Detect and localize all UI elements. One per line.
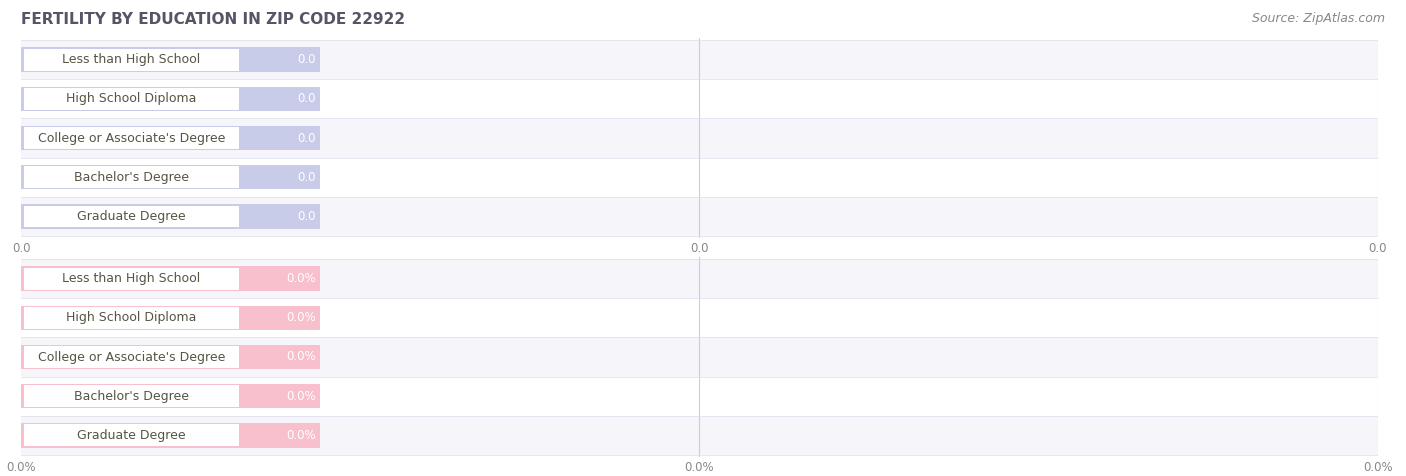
Text: 0.0: 0.0 <box>297 53 315 66</box>
Bar <box>21 158 1378 197</box>
Text: Graduate Degree: Graduate Degree <box>77 429 186 442</box>
Bar <box>24 385 239 407</box>
Text: 0.0%: 0.0% <box>285 311 315 324</box>
Bar <box>21 423 319 447</box>
Bar <box>21 267 319 291</box>
Text: 0.0: 0.0 <box>297 131 315 145</box>
Bar <box>21 40 1378 79</box>
Text: Bachelor's Degree: Bachelor's Degree <box>73 390 188 403</box>
Text: Graduate Degree: Graduate Degree <box>77 210 186 223</box>
Bar <box>21 119 1378 158</box>
Bar <box>21 306 319 330</box>
Text: Source: ZipAtlas.com: Source: ZipAtlas.com <box>1251 12 1385 25</box>
Bar <box>24 166 239 188</box>
Bar <box>24 268 239 289</box>
Bar <box>21 165 319 189</box>
Bar <box>21 384 319 408</box>
Text: College or Associate's Degree: College or Associate's Degree <box>38 350 225 364</box>
Bar <box>21 204 319 228</box>
Text: High School Diploma: High School Diploma <box>66 92 197 105</box>
Text: 0.0%: 0.0% <box>285 272 315 285</box>
Text: 0.0: 0.0 <box>297 171 315 184</box>
Text: Less than High School: Less than High School <box>62 53 201 66</box>
Bar <box>24 49 239 70</box>
Text: College or Associate's Degree: College or Associate's Degree <box>38 131 225 145</box>
Text: Less than High School: Less than High School <box>62 272 201 285</box>
Bar <box>24 307 239 329</box>
Bar <box>24 425 239 446</box>
Bar <box>21 79 1378 119</box>
Bar <box>24 88 239 110</box>
Bar <box>24 127 239 149</box>
Bar <box>21 126 319 150</box>
Bar <box>21 48 319 72</box>
Bar <box>24 346 239 368</box>
Bar <box>21 298 1378 337</box>
Bar <box>21 197 1378 236</box>
Bar <box>21 377 1378 416</box>
Text: FERTILITY BY EDUCATION IN ZIP CODE 22922: FERTILITY BY EDUCATION IN ZIP CODE 22922 <box>21 12 405 27</box>
Bar <box>21 87 319 111</box>
Bar <box>21 337 1378 377</box>
Bar <box>21 259 1378 298</box>
Bar <box>24 206 239 228</box>
Bar <box>21 416 1378 455</box>
Text: 0.0: 0.0 <box>297 210 315 223</box>
Text: 0.0%: 0.0% <box>285 429 315 442</box>
Text: High School Diploma: High School Diploma <box>66 311 197 324</box>
Text: 0.0: 0.0 <box>297 92 315 105</box>
Text: 0.0%: 0.0% <box>285 390 315 403</box>
Text: Bachelor's Degree: Bachelor's Degree <box>73 171 188 184</box>
Bar <box>21 345 319 369</box>
Text: 0.0%: 0.0% <box>285 350 315 364</box>
